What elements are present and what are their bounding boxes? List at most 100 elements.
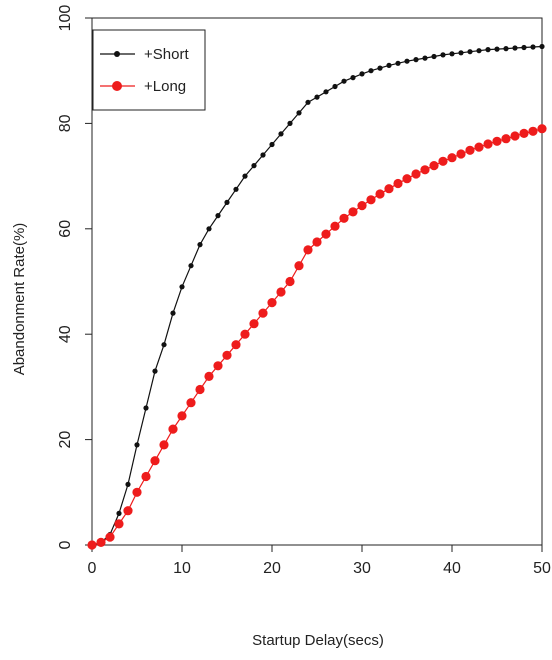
- series-short-point: [179, 284, 185, 290]
- series-long-point: [492, 136, 502, 146]
- series-short: [89, 43, 545, 548]
- series-long-point: [258, 308, 268, 318]
- series-long: [87, 124, 547, 550]
- series-short-point: [377, 65, 383, 71]
- series-short-point: [323, 89, 329, 95]
- legend-item-short: +Short: [100, 46, 189, 63]
- series-long-point: [240, 329, 250, 339]
- x-axis-title: Startup Delay(secs): [252, 632, 384, 649]
- series-short-point: [413, 57, 419, 63]
- series-long-point: [321, 229, 331, 239]
- series-short-point: [539, 43, 545, 50]
- series-long-point: [96, 537, 106, 548]
- series-long-point: [267, 298, 277, 308]
- series-short-point: [422, 55, 428, 61]
- series-short-point: [467, 49, 473, 55]
- series-short-point: [224, 199, 230, 205]
- series-short-point: [188, 263, 194, 269]
- series-long-point: [123, 506, 133, 516]
- series-short-point: [215, 213, 221, 219]
- legend-short-marker: [114, 51, 120, 57]
- x-tick-label: 10: [173, 560, 191, 577]
- series-long-point: [420, 165, 430, 175]
- x-tick-label: 20: [263, 560, 281, 577]
- series-short-point: [449, 51, 455, 57]
- series-long-point: [195, 384, 205, 395]
- series-long-point: [402, 174, 412, 184]
- series-long-point: [528, 126, 538, 136]
- y-tick-label: 20: [57, 431, 74, 449]
- series-short-point: [296, 110, 302, 116]
- series-short-point: [485, 47, 491, 53]
- series-long-point: [537, 124, 547, 134]
- series-long-point: [411, 169, 421, 179]
- series-long-point: [249, 319, 259, 329]
- series-short-point: [152, 368, 158, 374]
- series-long-point: [312, 237, 322, 247]
- series-long-point: [366, 195, 376, 205]
- series-long-point: [222, 350, 232, 360]
- series-long-point: [276, 287, 286, 297]
- series-short-point: [494, 46, 500, 52]
- series-long-point: [375, 189, 385, 199]
- series-long-point: [285, 276, 295, 287]
- series-short-point: [251, 163, 257, 169]
- y-tick-label: 60: [57, 220, 74, 238]
- series-long-line: [91, 128, 543, 546]
- series-long-point: [519, 128, 529, 138]
- series-short-point: [404, 58, 410, 64]
- series-short-point: [458, 50, 464, 56]
- series-long-point: [429, 161, 439, 171]
- series-long-point: [348, 207, 358, 217]
- series-short-point: [260, 152, 266, 158]
- y-tick-label: 0: [57, 540, 74, 549]
- series-short-point: [206, 226, 212, 232]
- series-short-point: [521, 44, 527, 51]
- x-tick-label: 40: [443, 560, 461, 577]
- series-short-point: [440, 52, 446, 58]
- series-short-point: [269, 141, 275, 148]
- series-short-point: [368, 68, 374, 74]
- series-long-point: [474, 142, 484, 152]
- series-long-point: [456, 149, 466, 159]
- series-short-point: [305, 99, 311, 105]
- series-long-point: [465, 145, 475, 155]
- series-long-point: [330, 221, 340, 231]
- series-short-point: [161, 342, 167, 348]
- series-long-point: [105, 532, 115, 542]
- x-tick-label: 0: [88, 560, 97, 577]
- series-long-point: [501, 134, 511, 144]
- legend: +Short +Long: [92, 29, 206, 111]
- series-short-point: [341, 78, 347, 84]
- series-short-point: [116, 510, 122, 516]
- series-long-point: [339, 213, 349, 223]
- series-short-point: [143, 405, 149, 411]
- series-long-point: [168, 424, 178, 434]
- legend-long-label: +Long: [144, 78, 186, 95]
- plot-area: [91, 17, 543, 546]
- series-short-point: [278, 131, 284, 137]
- x-tick-label: 30: [353, 560, 371, 577]
- series-short-point: [332, 83, 338, 90]
- series-long-point: [303, 245, 313, 255]
- series-long-point: [510, 131, 520, 141]
- series-long-point: [132, 487, 142, 497]
- series-long-point: [141, 471, 151, 482]
- series-short-point: [314, 94, 320, 100]
- series-short-point: [503, 46, 509, 52]
- y-tick-label: 40: [57, 325, 74, 343]
- series-short-point: [287, 120, 293, 126]
- series-short-point: [395, 60, 401, 66]
- series-short-point: [242, 173, 248, 179]
- series-short-point: [476, 48, 482, 54]
- series-short-line: [91, 45, 543, 546]
- series-long-point: [204, 371, 214, 381]
- series-long-point: [438, 156, 448, 166]
- series-short-point: [233, 186, 239, 192]
- series-long-point: [231, 340, 241, 350]
- series-short-point: [530, 44, 536, 50]
- series-long-point: [186, 398, 196, 408]
- series-short-point: [512, 45, 518, 51]
- legend-box: [92, 29, 206, 111]
